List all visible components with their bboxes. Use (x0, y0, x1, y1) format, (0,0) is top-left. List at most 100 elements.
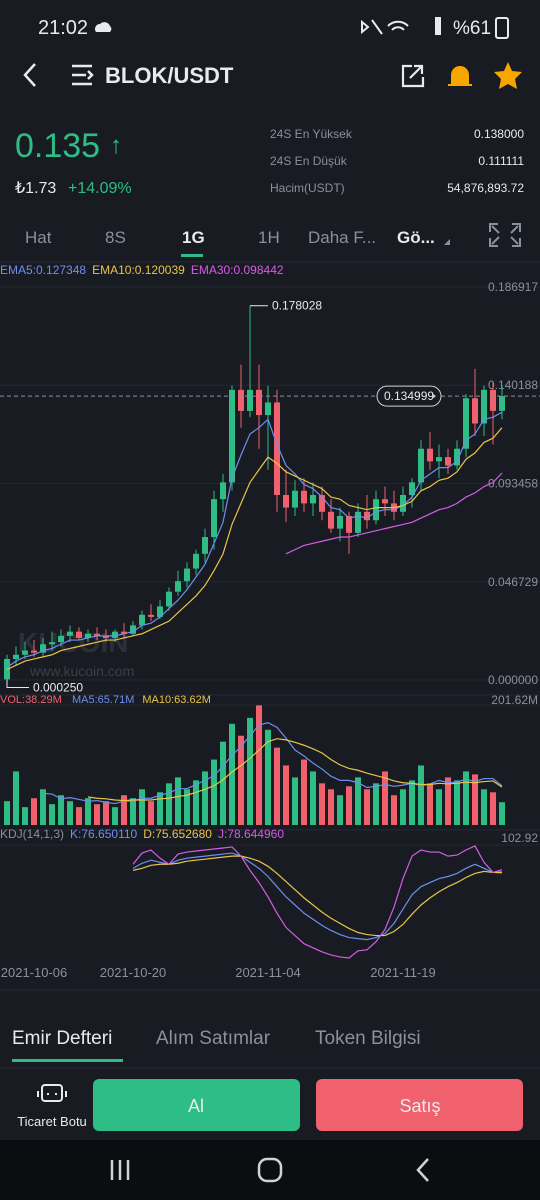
candle-body (499, 396, 505, 411)
candle-body (292, 490, 298, 508)
nav-buttons[interactable] (110, 1157, 429, 1183)
volume-bar (274, 747, 280, 825)
volume-bar (130, 798, 136, 825)
candle-body (166, 591, 172, 607)
volume-bar (58, 795, 64, 825)
x-tick-label: 2021-10-06 (1, 965, 68, 980)
candle-body (184, 568, 190, 582)
volume-bar (364, 789, 370, 825)
candle-body (202, 537, 208, 554)
candle-body (67, 631, 73, 636)
kdj-line (132, 855, 503, 937)
candle-body (463, 398, 469, 449)
volume-bar (301, 759, 307, 825)
candle-body (481, 389, 487, 424)
candle-body (283, 494, 289, 508)
fullscreen-icon[interactable] (489, 223, 521, 247)
share-icon[interactable] (401, 64, 425, 88)
volume-bar (238, 735, 244, 825)
candle-body (337, 516, 343, 529)
high-label: 0.178028 (272, 299, 322, 313)
candle-body (274, 402, 280, 495)
candle-body (256, 389, 262, 416)
bot-label[interactable]: Ticaret Botu (17, 1114, 87, 1129)
candle-body (58, 635, 64, 643)
last-price: 0.135 (15, 127, 100, 165)
last-price-tag (376, 385, 442, 407)
favorite-icon[interactable] (494, 62, 522, 89)
interval-tab[interactable]: 8S (105, 228, 126, 247)
candle-body (13, 654, 19, 659)
candle-body (355, 511, 361, 533)
status-time: 21:02 (38, 17, 88, 39)
buy-label[interactable]: Al (188, 1096, 204, 1116)
candle-body (382, 499, 388, 504)
menu-icon[interactable] (72, 64, 94, 86)
candle-body (436, 457, 442, 462)
sell-button[interactable] (316, 1079, 523, 1131)
volume-bar (4, 801, 10, 825)
volume-bar (400, 789, 406, 825)
interval-tab[interactable]: Gö... (397, 228, 435, 247)
volume-bar (229, 723, 235, 825)
bot-icon[interactable] (37, 1084, 67, 1102)
fiat-price: ₺1.73 (15, 180, 56, 197)
alert-icon[interactable] (448, 66, 472, 86)
sell-label[interactable]: Satış (399, 1096, 440, 1116)
interval-tab[interactable]: Hat (25, 228, 52, 247)
volume-bar (49, 804, 55, 825)
tab-indicator (12, 1059, 123, 1062)
candle-body (103, 635, 109, 638)
bottom-tab[interactable]: Alım Satımlar (156, 1028, 271, 1049)
candle-body (346, 516, 352, 533)
kdj-legend: K:76.650110 (70, 827, 137, 841)
back-button[interactable] (23, 63, 36, 87)
low-label: 0.000250 (33, 680, 83, 694)
candle-body (49, 642, 55, 645)
candle-body (319, 494, 325, 512)
volume-bar (391, 795, 397, 825)
candle-body (175, 581, 181, 592)
stat-value: 0.111111 (478, 154, 524, 168)
volume-bar (13, 771, 19, 825)
volume-bar (355, 777, 361, 825)
bottom-tab[interactable]: Token Bilgisi (315, 1028, 421, 1049)
volume-bar (490, 792, 496, 825)
buy-button[interactable] (93, 1079, 300, 1131)
volume-bar (220, 741, 226, 825)
candle-body (211, 499, 217, 538)
candle-body (400, 494, 406, 512)
volume-bar (202, 771, 208, 825)
candle-body (112, 631, 118, 638)
x-tick-label: 2021-11-19 (370, 965, 436, 980)
candle-body (490, 389, 496, 411)
bottom-tab[interactable]: Emir Defteri (12, 1028, 112, 1049)
volume-ma-line (87, 738, 503, 802)
volume-bar (265, 729, 271, 825)
candle-body (418, 448, 424, 483)
interval-tab[interactable]: 1H (258, 228, 280, 247)
kdj-legend: J:78.644960 (218, 827, 284, 841)
volume-bar (481, 789, 487, 825)
x-tick-label: 2021-10-20 (100, 965, 167, 980)
price-change: +14.09% (68, 180, 132, 197)
interval-tab[interactable]: 1G (182, 228, 205, 247)
y-tick-label: 0.046729 (488, 575, 538, 589)
volume-bar (76, 807, 82, 825)
volume-bar (409, 780, 415, 825)
interval-tab[interactable]: Daha F... (308, 228, 376, 247)
watermark: KUCOIN (18, 627, 128, 658)
y-tick-label: 0.186917 (488, 280, 538, 294)
candle-body (76, 631, 82, 638)
candle-body (265, 402, 271, 416)
candle-body (157, 606, 163, 617)
volume-bar (463, 771, 469, 825)
candle-body (445, 457, 451, 466)
volume-bar (22, 807, 28, 825)
candle-body (247, 389, 253, 411)
ema-line (6, 427, 503, 671)
watermark-url: www.kucoin.com (29, 663, 134, 679)
candle-body (427, 448, 433, 462)
